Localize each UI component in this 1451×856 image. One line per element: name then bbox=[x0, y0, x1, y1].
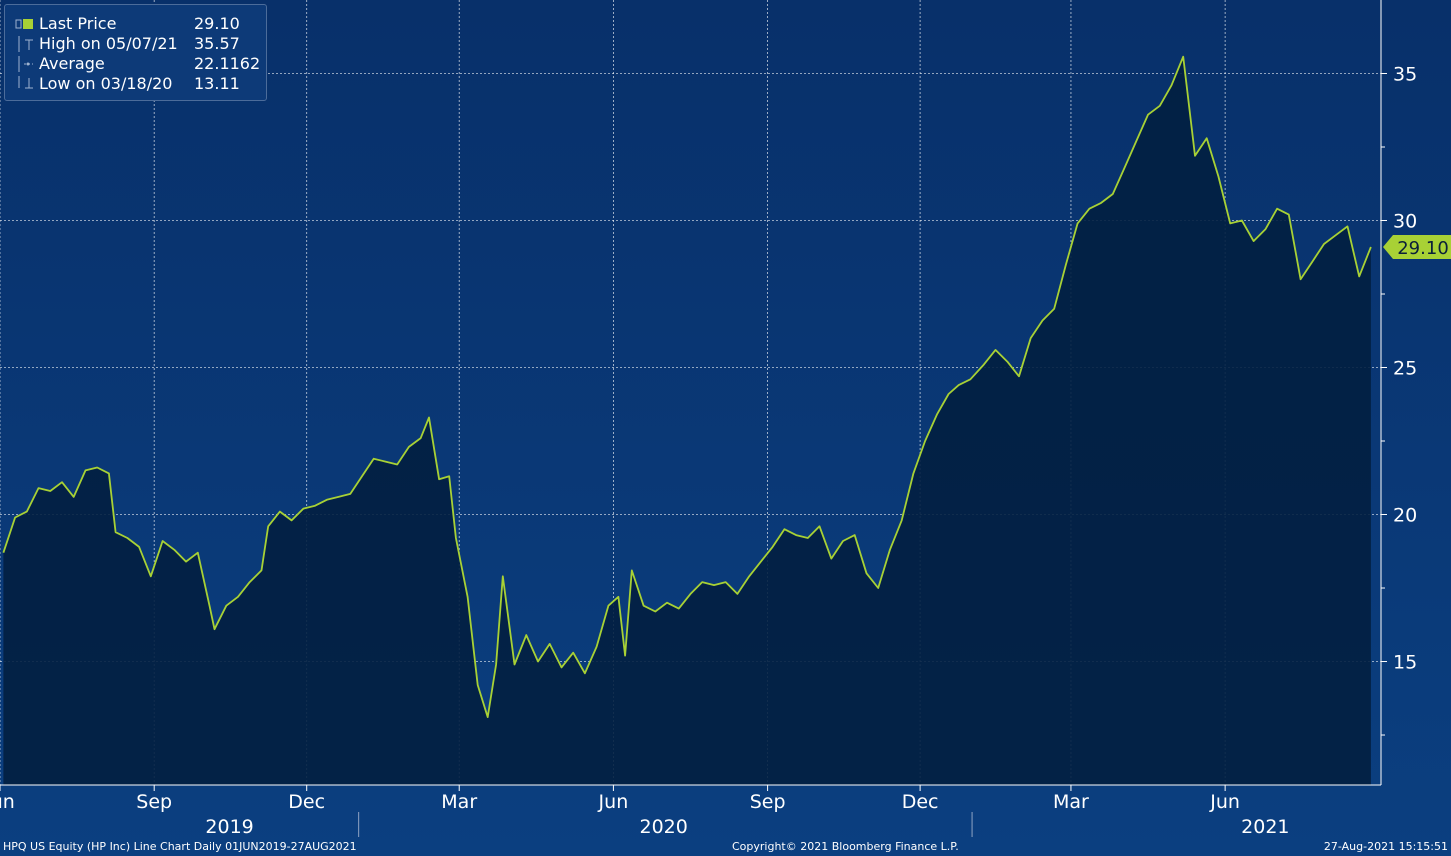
legend-value: 29.10 bbox=[194, 14, 240, 33]
average-marker-icon bbox=[15, 56, 33, 72]
price-line bbox=[2, 55, 1372, 718]
legend-label: Last Price bbox=[39, 14, 117, 33]
footer-description: HPQ US Equity (HP Inc) Line Chart Daily … bbox=[3, 840, 357, 853]
last-price-square-icon bbox=[15, 16, 33, 32]
x-tick-label: Sep bbox=[136, 791, 172, 813]
x-tick-label: Jun bbox=[0, 791, 15, 813]
y-tick-label: 30 bbox=[1393, 211, 1417, 233]
year-label: 2020 bbox=[640, 816, 688, 838]
legend-item-last-price: Last Price 29.10 bbox=[5, 14, 266, 34]
legend-value: 35.57 bbox=[194, 34, 240, 53]
x-tick-label: Mar bbox=[441, 791, 477, 813]
y-tick-label: 25 bbox=[1393, 358, 1417, 380]
legend-label: High on 05/07/21 bbox=[39, 34, 178, 53]
legend-label: Average bbox=[39, 54, 105, 73]
y-tick-label: 15 bbox=[1393, 652, 1417, 674]
low-marker-icon bbox=[15, 76, 33, 92]
footer-copyright: Copyright© 2021 Bloomberg Finance L.P. bbox=[732, 840, 959, 853]
y-tick-label: 35 bbox=[1393, 64, 1417, 86]
x-tick-label: Dec bbox=[288, 791, 325, 813]
legend-item-high: High on 05/07/21 35.57 bbox=[5, 34, 266, 54]
legend-label: Low on 03/18/20 bbox=[39, 74, 173, 93]
legend-value: 13.11 bbox=[194, 74, 240, 93]
legend-value: 22.1162 bbox=[194, 54, 261, 73]
footer-timestamp: 27-Aug-2021 15:15:51 bbox=[1323, 840, 1448, 853]
last-price-tag-label: 29.10 bbox=[1397, 238, 1449, 259]
x-tick-label: Jun bbox=[1209, 791, 1240, 813]
legend-item-low: Low on 03/18/20 13.11 bbox=[5, 74, 266, 94]
legend: Last Price 29.10 High on 05/07/21 35.57 … bbox=[4, 4, 267, 101]
axes: 15 20 25 30 35 Jun Sep Dec Mar Jun Sep Dec Mar Jun 201… bbox=[0, 0, 1451, 838]
year-label: 2019 bbox=[205, 816, 253, 838]
year-label: 2021 bbox=[1241, 816, 1289, 838]
y-tick-label: 20 bbox=[1393, 505, 1417, 527]
x-tick-label: Sep bbox=[750, 791, 786, 813]
legend-item-average: Average 22.1162 bbox=[5, 54, 266, 74]
x-tick-label: Jun bbox=[598, 791, 629, 813]
x-tick-label: Dec bbox=[902, 791, 939, 813]
x-tick-label: Mar bbox=[1053, 791, 1089, 813]
series-layer bbox=[2, 55, 1372, 785]
price-area bbox=[3, 56, 1371, 785]
last-price-tag bbox=[1383, 234, 1451, 259]
high-marker-icon bbox=[15, 36, 33, 52]
